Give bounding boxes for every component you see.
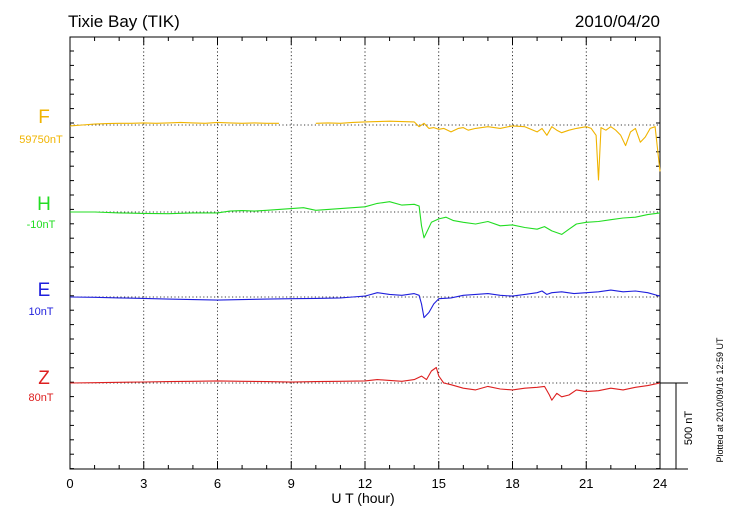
x-tick-label: 18: [505, 476, 519, 491]
plotted-note: Plotted at 2010/09/16 12:59 UT: [715, 337, 725, 463]
series-baseline-value-z: 80nT: [28, 392, 53, 404]
series-label-f: F: [38, 107, 50, 128]
series-line-h: [70, 201, 661, 239]
series-label-e: E: [38, 280, 51, 301]
x-tick-label: 3: [140, 476, 147, 491]
station-title: Tixie Bay (TIK): [68, 12, 180, 31]
x-tick-label: 6: [214, 476, 221, 491]
x-tick-label: 0: [66, 476, 73, 491]
series-line-e: [69, 289, 661, 319]
x-tick-label: 12: [358, 476, 372, 491]
x-tick-label: 15: [432, 476, 446, 491]
series-label-h: H: [37, 194, 51, 215]
x-tick-label: 24: [653, 476, 667, 491]
x-tick-label: 9: [288, 476, 295, 491]
series-label-z: Z: [38, 368, 50, 389]
x-tick-label: 21: [579, 476, 593, 491]
date-label: 2010/04/20: [575, 12, 660, 31]
series-baseline-value-e: 10nT: [28, 306, 53, 318]
scale-bar-label: 500 nT: [683, 411, 695, 446]
x-axis-label: U T (hour): [331, 490, 394, 506]
series-line-z: [69, 366, 661, 401]
series-line-f: [69, 120, 661, 181]
scale-bar: [660, 382, 688, 470]
series-baseline-value-h: -10nT: [27, 219, 56, 231]
series-baseline-value-f: 59750nT: [19, 134, 63, 146]
x-ticks: [69, 37, 661, 469]
